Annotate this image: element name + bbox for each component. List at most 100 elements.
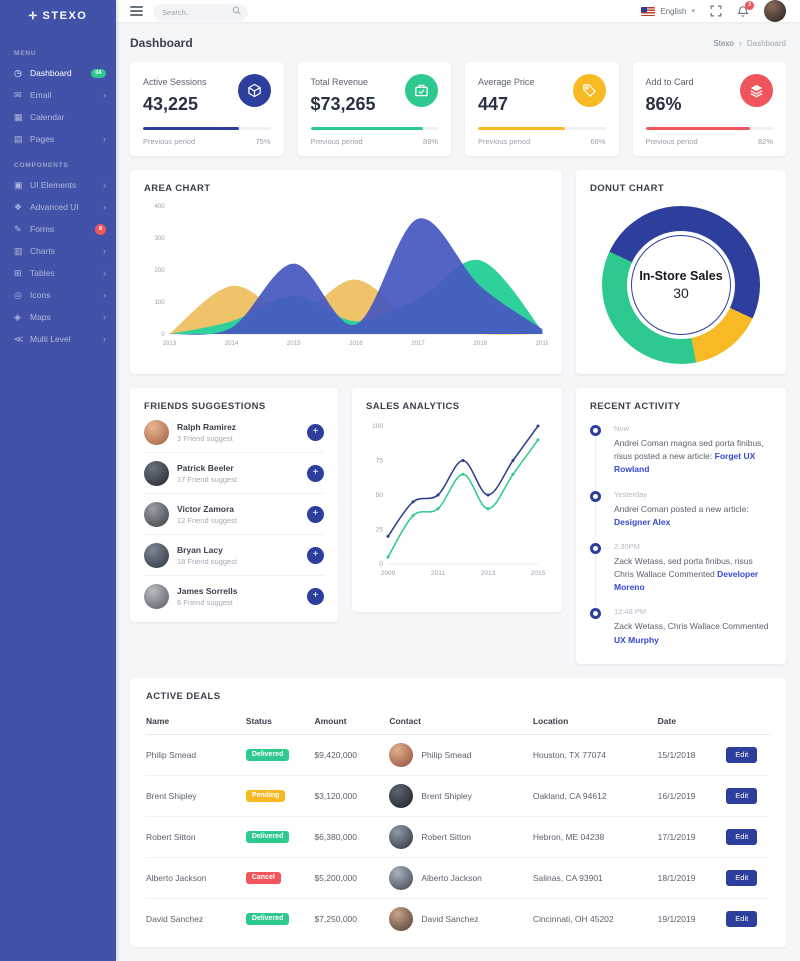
sidebar-item-icons[interactable]: ◎ Icons › (0, 284, 116, 306)
svg-text:2013: 2013 (481, 570, 496, 577)
language-selector[interactable]: English ▾ (641, 6, 695, 16)
table-header-cell: Status (245, 707, 315, 735)
svg-text:2017: 2017 (411, 340, 425, 347)
stat-label: Total Revenue (310, 77, 369, 87)
deal-contact-cell: Robert Sitton (389, 816, 533, 858)
deal-status-cell: Delivered (245, 898, 315, 939)
avatar (144, 501, 169, 527)
fullscreen-button[interactable] (710, 5, 722, 17)
contact-name: Alberto Jackson (421, 872, 482, 883)
stat-value: 43,225 (143, 94, 199, 114)
svg-text:0: 0 (379, 561, 383, 568)
donut-center-value: 30 (673, 285, 689, 301)
sidebar-item-label: Calendar (30, 112, 65, 122)
edit-button[interactable]: Edit (726, 746, 758, 763)
avatar (144, 583, 169, 609)
activity-time: Now (614, 424, 630, 433)
add-friend-button[interactable]: + (307, 423, 324, 441)
activity-link[interactable]: Forget UX Rowland (614, 451, 756, 475)
avatar (144, 542, 169, 568)
sidebar-item-calendar[interactable]: ▦ Calendar (0, 106, 116, 128)
friend-name: Bryan Lacy (177, 544, 223, 555)
contact: Philip Smead (389, 742, 529, 767)
sidebar-item-label: Email (30, 90, 52, 100)
donut-chart-card: DONUT CHART In-Store Sales 30 (576, 170, 786, 374)
page-content: Dashboard Stexo › Dashboard Active Sessi… (116, 22, 800, 961)
deal-action-cell: Edit (726, 775, 770, 817)
sidebar-item-forms[interactable]: ✎ Forms 8 (0, 218, 116, 240)
contact: Brent Shipley (389, 783, 529, 808)
sidebar-item-dashboard[interactable]: ◷ Dashboard 04 (0, 62, 116, 84)
deal-location: Cincinnati, OH 45202 (532, 913, 614, 924)
deal-location: Houston, TX 77074 (532, 734, 658, 776)
edit-button[interactable]: Edit (726, 910, 758, 927)
deal-amount: $7,250,000 (314, 913, 357, 924)
svg-text:2018: 2018 (473, 340, 487, 347)
sidebar-item-tables[interactable]: ⊞ Tables › (0, 262, 116, 284)
deal-amount: $9,420,000 (314, 734, 390, 776)
area-chart: 0 100 200 300 400 2013 2014 2015 2016 2017 2018 201… (154, 203, 549, 347)
friend-info: Victor Zamora 12 Friend suggest (177, 504, 299, 525)
deal-action-cell: Edit (726, 734, 770, 776)
sidebar-item-email[interactable]: ✉ Email › (0, 84, 116, 106)
sidebar-item-maps[interactable]: ◈ Maps › (0, 306, 116, 328)
timeline-dot-icon (590, 608, 601, 620)
deal-contact-cell: Philip Smead (389, 734, 533, 776)
activity-item: Now Andrei Coman magna sed porta finibus,… (590, 424, 772, 493)
sidebar-item-ui-elements[interactable]: ▣ UI Elements › (0, 174, 116, 196)
deal-date: 17/1/2019 (657, 816, 727, 858)
activity-link[interactable]: Designer Alex (614, 516, 671, 527)
edit-button[interactable]: Edit (726, 787, 758, 804)
activity-link[interactable]: Developer Moreno (614, 569, 759, 593)
deal-action-cell: Edit (726, 857, 770, 899)
stat-period-label: Previous period (478, 137, 531, 146)
search-box (153, 2, 248, 21)
sidebar-item-multi-level[interactable]: ≪ Multi Level › (0, 328, 116, 350)
table-header-cell: Name (146, 707, 246, 735)
deal-name: Brent Shipley (146, 775, 246, 817)
deal-contact-cell: Alberto Jackson (389, 857, 533, 899)
add-friend-button[interactable]: + (307, 587, 324, 605)
add-friend-button[interactable]: + (307, 505, 324, 523)
breadcrumb-home[interactable]: Stexo (713, 38, 734, 48)
friend-name: Patrick Beeler (177, 462, 234, 473)
user-avatar[interactable] (764, 0, 786, 22)
pages-icon: ▤ (14, 133, 23, 144)
activity-item: 2:30PM Zack Wetass, sed porta finibus, ri… (590, 542, 772, 610)
stat-percent: 88% (422, 137, 438, 146)
svg-text:2015: 2015 (287, 340, 301, 347)
brand-logo[interactable]: ✛ STEXO (0, 0, 116, 32)
friends-suggestions-card: FRIENDS SUGGESTIONS Ralph Ramirez 3 Frien… (130, 388, 338, 622)
contact: David Sanchez (389, 906, 529, 931)
contact: Alberto Jackson (389, 865, 529, 890)
fullscreen-icon (710, 5, 722, 17)
sidebar-item-label: Charts (30, 246, 56, 256)
table-header-cell (726, 707, 770, 735)
calendar-icon: ▦ (14, 111, 23, 122)
sidebar-item-label: Dashboard (30, 68, 72, 78)
table-row: Alberto Jackson Cancel $5,200,000 Alberto J… (146, 857, 770, 899)
contact: Robert Sitton (389, 824, 529, 849)
icons-icon: ◎ (14, 289, 22, 300)
add-friend-button[interactable]: + (307, 546, 324, 564)
add-friend-button[interactable]: + (307, 464, 324, 482)
svg-text:400: 400 (154, 203, 165, 210)
table-row: Philip Smead Delivered $9,420,000 Philip Sm… (146, 734, 770, 776)
edit-button[interactable]: Edit (726, 869, 758, 886)
activity-link[interactable]: UX Murphy (614, 634, 659, 645)
deal-action-cell: Edit (726, 816, 770, 858)
edit-button[interactable]: Edit (726, 828, 758, 845)
sidebar-item-pages[interactable]: ▤ Pages › (0, 128, 116, 150)
stat-progress (478, 127, 565, 130)
sidebar-item-advanced-ui[interactable]: ❖ Advanced UI › (0, 196, 116, 218)
search-input[interactable] (153, 3, 248, 21)
deal-status-cell: Cancel (245, 857, 315, 899)
notifications-button[interactable]: 3 (737, 0, 754, 18)
deal-contact-cell: Brent Shipley (389, 775, 533, 817)
menu-toggle-icon[interactable] (130, 6, 143, 16)
svg-text:300: 300 (154, 235, 165, 242)
advanced-ui-icon: ❖ (14, 201, 23, 212)
sidebar-item-charts[interactable]: ▥ Charts › (0, 240, 116, 262)
friend-list-item: Victor Zamora 12 Friend suggest + (144, 494, 324, 535)
